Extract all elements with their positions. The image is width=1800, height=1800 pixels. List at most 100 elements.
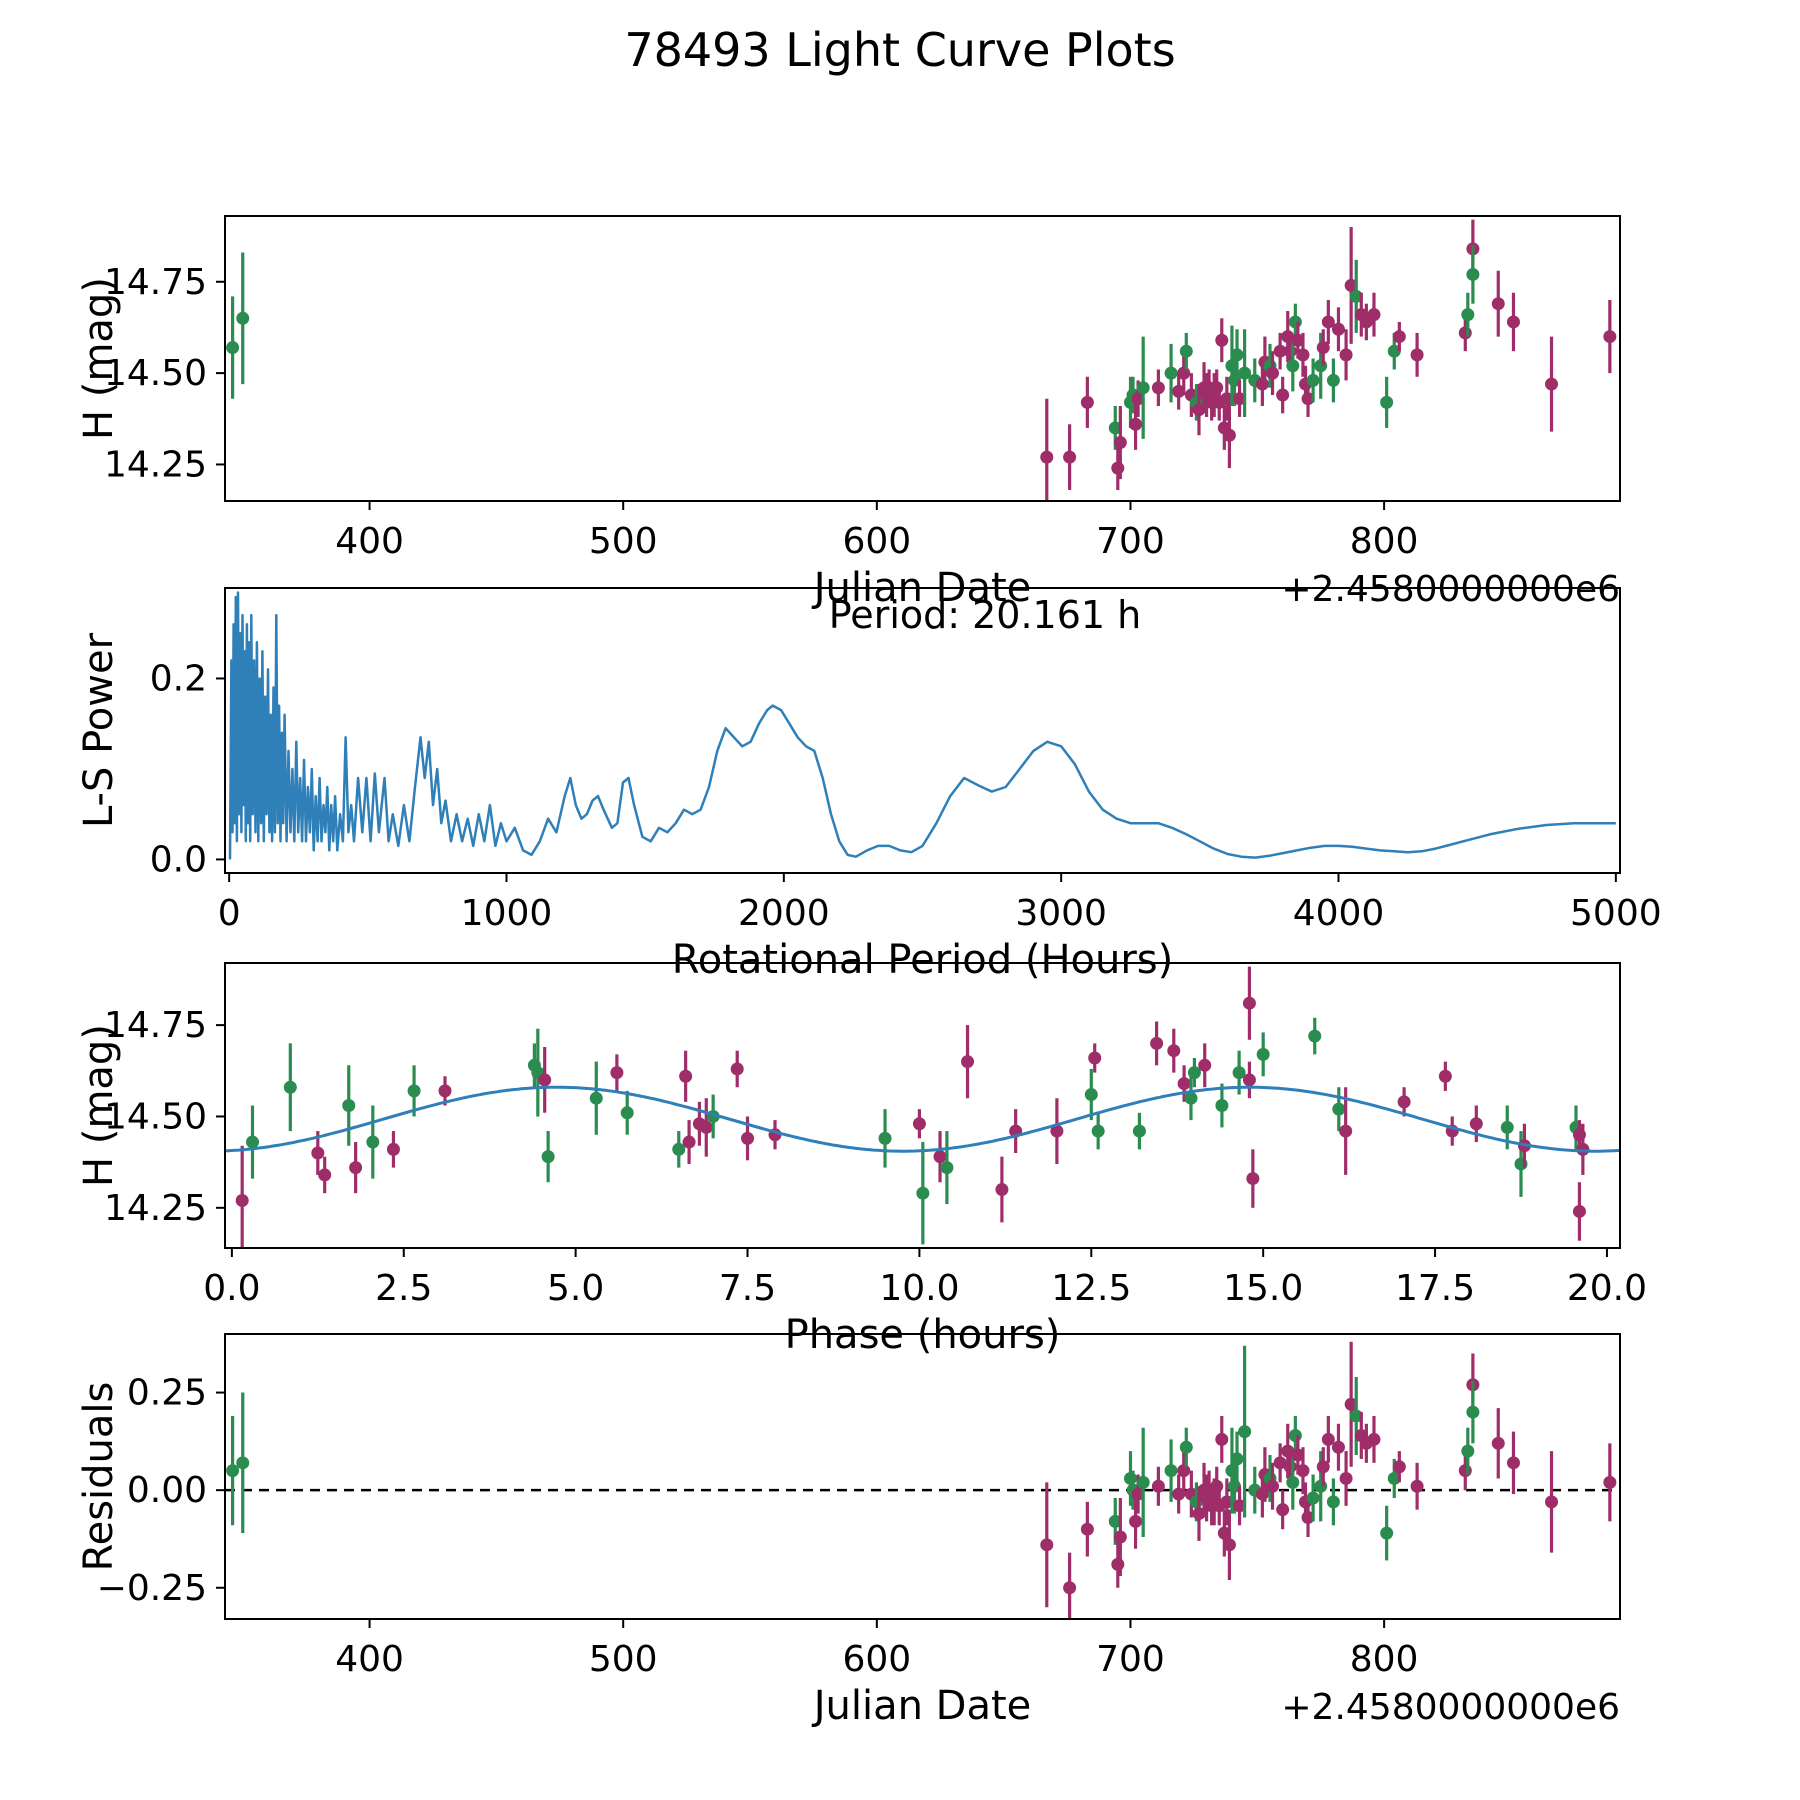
data-point [1129, 417, 1143, 431]
data-point [1084, 1088, 1098, 1102]
data-point [933, 1150, 947, 1164]
data-point [1367, 308, 1381, 322]
x-tick-label: 600 [842, 521, 911, 562]
data-point [1349, 289, 1363, 303]
y-tick-label: 14.50 [104, 353, 207, 394]
data-point [1344, 278, 1358, 292]
x-tick-label: 4000 [1293, 893, 1385, 934]
series-group [225, 1341, 1620, 1619]
data-point [1151, 1479, 1165, 1493]
y-tick-label: 14.75 [104, 262, 207, 303]
data-point [1603, 330, 1617, 344]
x-tick-label: 20.0 [1567, 1268, 1647, 1309]
data-point [1506, 1456, 1520, 1470]
data-point [1172, 384, 1186, 398]
data-point [1198, 1058, 1212, 1072]
data-point [1233, 392, 1247, 406]
y-tick-label: 14.75 [104, 1005, 207, 1046]
data-point [1129, 1514, 1143, 1528]
series-group [228, 591, 1616, 860]
data-point [1187, 1066, 1201, 1080]
data-point [940, 1161, 954, 1175]
y-tick-label: 14.25 [104, 1188, 207, 1229]
x-tick-label: 2.5 [375, 1268, 432, 1309]
data-point [961, 1055, 975, 1069]
data-point [1040, 450, 1054, 464]
data-point [1331, 322, 1345, 336]
y-axis-label: H (mag) [76, 277, 122, 440]
data-point [1491, 297, 1505, 311]
data-point [1210, 1479, 1224, 1493]
data-point [1545, 377, 1559, 391]
data-point [1291, 333, 1305, 347]
data-point [672, 1142, 686, 1156]
data-point [1177, 1464, 1191, 1478]
axis-offset-label: +2.4580000000e6 [1281, 1687, 1620, 1728]
data-point [386, 1142, 400, 1156]
y-tick-label: 0.0 [150, 839, 207, 880]
y-axis-label: L-S Power [76, 632, 122, 828]
data-point [1113, 1530, 1127, 1544]
y-axis-label: Residuals [76, 1382, 122, 1572]
data-point [235, 1194, 249, 1207]
data-point [1461, 1444, 1475, 1458]
x-tick-label: 15.0 [1223, 1268, 1303, 1309]
data-point [1349, 1409, 1363, 1423]
data-point [1232, 1066, 1246, 1080]
data-point [699, 1120, 713, 1134]
data-point [878, 1131, 892, 1145]
data-point [246, 1135, 260, 1149]
x-tick-label: 0 [218, 893, 241, 934]
data-point [912, 1117, 926, 1131]
data-point [1339, 348, 1353, 362]
data-point [1164, 1464, 1178, 1478]
x-tick-label: 2000 [738, 893, 830, 934]
data-point [620, 1106, 634, 1120]
data-point [1276, 1503, 1290, 1517]
y-tick-label: 14.50 [104, 1096, 207, 1137]
data-point [1288, 315, 1302, 329]
data-point [1286, 359, 1300, 373]
x-tick-label: 17.5 [1395, 1268, 1475, 1309]
data-point [236, 1456, 250, 1470]
data-point [1397, 1095, 1411, 1109]
data-point [1123, 1471, 1137, 1485]
axes-frame [224, 1333, 1621, 1620]
data-point [1063, 1581, 1077, 1595]
data-point [1230, 348, 1244, 362]
data-point [1238, 1425, 1252, 1439]
axes-frame [224, 587, 1621, 874]
data-point [1172, 1487, 1186, 1501]
x-tick-label: 5.0 [547, 1268, 604, 1309]
y-tick-label: 0.00 [127, 1470, 207, 1511]
data-point [349, 1161, 363, 1175]
data-point [1091, 1124, 1105, 1138]
data-point [1367, 1432, 1381, 1446]
data-point [1469, 1117, 1483, 1131]
x-tick-label: 500 [589, 1639, 658, 1680]
data-point [538, 1073, 552, 1087]
x-tick-label: 700 [1096, 1639, 1165, 1680]
data-point [407, 1084, 421, 1098]
data-point [1242, 996, 1256, 1010]
data-point [1316, 341, 1330, 355]
data-point [1286, 1475, 1300, 1489]
model-curve [225, 1085, 1620, 1153]
x-tick-label: 500 [589, 521, 658, 562]
data-point [1387, 1471, 1401, 1485]
data-point [1222, 1538, 1236, 1552]
data-point [1111, 461, 1125, 475]
data-point [1314, 359, 1328, 373]
data-point [1266, 1479, 1280, 1493]
data-point [730, 1062, 744, 1076]
data-point [1164, 366, 1178, 380]
data-point [1392, 1460, 1406, 1474]
data-point [1215, 1099, 1229, 1112]
data-point [1177, 1077, 1191, 1091]
data-point [226, 1464, 240, 1478]
chart-periodogram: 0 1000 2000 3000 4000 5000 0.0 0.2 Rotational Pe… [76, 587, 1662, 983]
x-tick-label: 0.0 [203, 1268, 260, 1309]
data-point [1326, 1495, 1340, 1509]
data-point [1339, 1124, 1353, 1138]
